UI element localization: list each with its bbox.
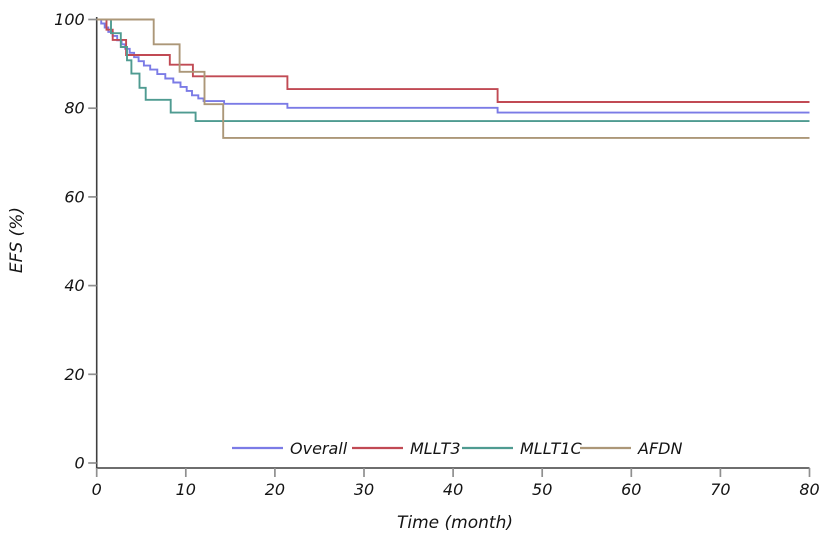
series-curve-afdn — [96, 18, 810, 139]
y-tick-label: 60 — [64, 187, 84, 206]
x-tick-label: 80 — [799, 480, 819, 499]
series-curve-mllt3 — [96, 18, 810, 103]
legend-label-overall: Overall — [290, 439, 348, 458]
y-tick-label: 20 — [64, 365, 84, 384]
x-tick-label: 40 — [443, 480, 463, 499]
legend-label-afdn: AFDN — [637, 439, 682, 458]
x-tick-label: 50 — [532, 480, 552, 499]
x-tick-label: 60 — [621, 480, 641, 499]
x-tick-label: 10 — [176, 480, 196, 499]
y-tick-label: 0 — [75, 454, 85, 473]
y-tick-label: 80 — [64, 99, 84, 118]
x-tick-label: 70 — [710, 480, 730, 499]
y-tick-label: 40 — [64, 276, 84, 295]
y-tick-label: 100 — [54, 10, 85, 29]
x-tick-label: 20 — [265, 480, 285, 499]
series-curve-mllt1c — [96, 18, 810, 123]
legend-label-mllt3: MLLT3 — [410, 439, 461, 458]
x-tick-label: 0 — [92, 480, 102, 499]
x-axis-title: Time (month) — [397, 513, 513, 533]
x-tick-label: 30 — [354, 480, 374, 499]
legend-label-mllt1c: MLLT1C — [520, 439, 583, 458]
y-axis-title: EFS (%) — [7, 207, 27, 273]
